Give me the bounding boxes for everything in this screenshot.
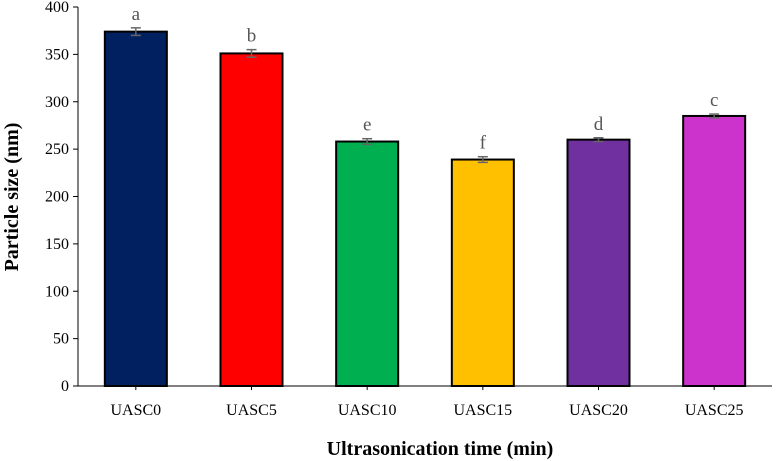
y-axis-ticks: 0 50 100 150 200 250 300 350 400 xyxy=(45,0,78,395)
y-tick-label: 150 xyxy=(45,236,69,253)
y-tick-label: 250 xyxy=(45,141,69,158)
x-tick-label: UASC20 xyxy=(569,402,628,419)
bar-uasc5 xyxy=(219,52,284,388)
y-tick-label: 200 xyxy=(45,189,69,206)
bar-uasc15 xyxy=(450,158,515,387)
bar-uasc10 xyxy=(335,140,400,387)
y-tick-label: 400 xyxy=(45,0,69,16)
x-tick-label: UASC5 xyxy=(226,402,277,419)
significance-letters: a b e f d c xyxy=(132,4,719,154)
y-tick-label: 100 xyxy=(45,283,69,300)
x-tick-label: UASC10 xyxy=(338,402,397,419)
x-tick-label: UASC15 xyxy=(453,402,512,419)
bar-uasc20 xyxy=(566,138,631,387)
significance-letter: c xyxy=(710,90,718,111)
significance-letter: b xyxy=(247,26,257,47)
error-bars xyxy=(130,27,720,164)
bars xyxy=(103,30,747,388)
y-tick-label: 350 xyxy=(45,46,69,63)
bar-uasc25 xyxy=(682,114,747,388)
bar-uasc0 xyxy=(103,30,168,387)
x-axis-title: Ultrasonication time (min) xyxy=(327,438,554,460)
y-axis-title: Particle size (nm) xyxy=(1,123,23,272)
x-axis-ticks: UASC0 UASC5 UASC10 UASC15 UASC20 UASC25 xyxy=(110,386,744,419)
y-tick-label: 300 xyxy=(45,94,69,111)
significance-letter: a xyxy=(132,4,141,25)
significance-letter: e xyxy=(363,115,371,136)
x-tick-label: UASC25 xyxy=(685,402,744,419)
x-tick-label: UASC0 xyxy=(110,402,161,419)
y-tick-label: 50 xyxy=(53,331,69,348)
significance-letter: d xyxy=(594,114,604,135)
significance-letter: f xyxy=(480,133,487,154)
y-tick-label: 0 xyxy=(61,378,69,395)
